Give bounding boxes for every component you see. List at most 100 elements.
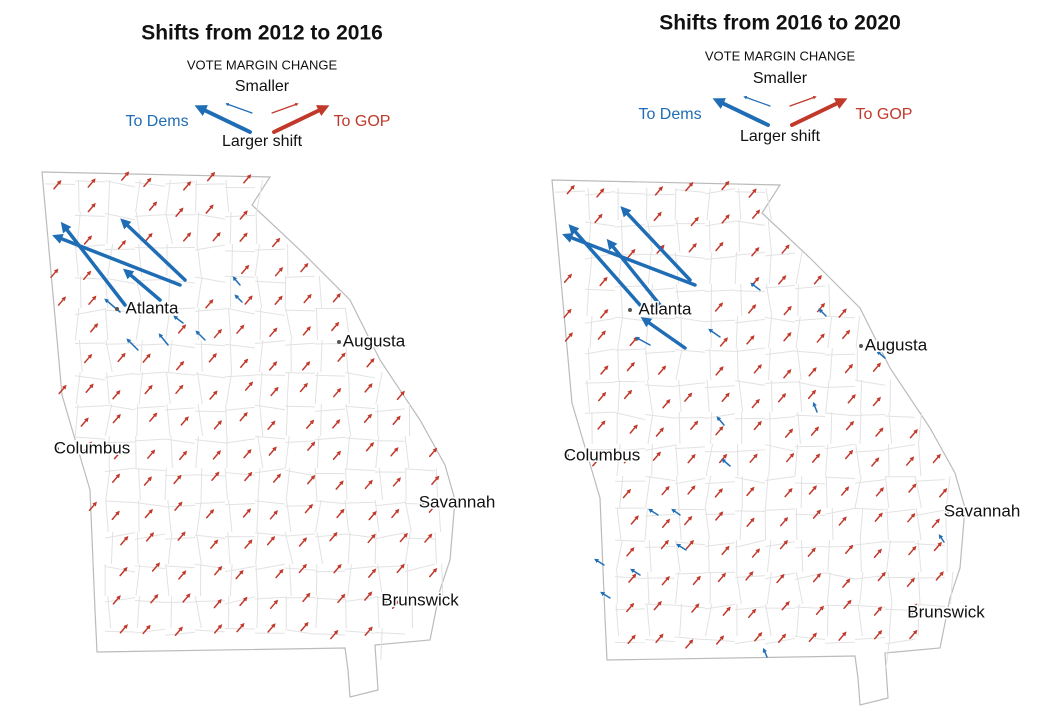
county-line xyxy=(620,219,624,253)
state-outline xyxy=(551,179,966,706)
county-line xyxy=(289,563,292,597)
county-line xyxy=(315,307,318,341)
county-line xyxy=(645,475,651,509)
red-arrow xyxy=(243,448,252,459)
red-arrow xyxy=(368,568,377,578)
county-line xyxy=(315,595,319,629)
blue-arrow xyxy=(234,294,243,303)
county-line xyxy=(404,499,412,533)
county-line xyxy=(914,603,946,608)
county-line xyxy=(854,507,886,511)
red-arrow xyxy=(626,361,635,372)
county-line xyxy=(831,507,834,541)
county-line xyxy=(166,403,171,437)
county-line xyxy=(617,379,621,413)
county-line xyxy=(170,595,173,629)
red-arrow xyxy=(173,474,182,485)
county-line xyxy=(615,539,623,573)
county-line xyxy=(224,467,228,501)
city-dot xyxy=(55,447,59,451)
county-line xyxy=(225,403,228,437)
county-line xyxy=(347,531,351,565)
red-arrow xyxy=(628,573,637,583)
county-line xyxy=(136,531,139,565)
county-line xyxy=(704,289,736,292)
red-arrow xyxy=(50,268,59,279)
county-line xyxy=(584,221,616,227)
red-arrow xyxy=(270,386,279,397)
red-arrow xyxy=(661,485,670,496)
county-line xyxy=(825,379,830,413)
county-line xyxy=(254,340,286,345)
county-line xyxy=(285,467,291,501)
red-arrow xyxy=(431,475,440,486)
red-arrow xyxy=(783,331,792,342)
county-line xyxy=(614,576,646,580)
county-line xyxy=(316,435,320,469)
red-arrow xyxy=(307,474,316,485)
county-line xyxy=(704,603,736,610)
red-arrow xyxy=(600,365,609,375)
county-line xyxy=(884,444,916,450)
county-line xyxy=(164,438,196,444)
red-arrow xyxy=(815,605,825,616)
county-line xyxy=(441,563,444,597)
red-arrow xyxy=(807,547,816,557)
county-line xyxy=(886,507,889,541)
city-dot xyxy=(628,308,632,312)
county-line xyxy=(764,381,796,384)
red-arrow xyxy=(83,353,93,364)
red-arrow xyxy=(909,629,918,640)
red-arrow xyxy=(908,545,917,556)
legend-gop: To GOP xyxy=(334,113,391,130)
red-arrow xyxy=(842,578,851,588)
red-arrow xyxy=(908,483,917,493)
red-arrow xyxy=(302,592,311,603)
county-line xyxy=(794,414,826,418)
county-line xyxy=(344,468,376,472)
county-line xyxy=(254,280,286,284)
county-line xyxy=(78,339,83,373)
red-arrow xyxy=(275,568,284,579)
county-line xyxy=(344,565,376,570)
county-line xyxy=(734,638,766,645)
red-arrow xyxy=(390,447,399,457)
city-label: Columbus xyxy=(564,445,641,464)
red-arrow xyxy=(784,487,793,498)
red-arrow xyxy=(333,387,342,398)
county-line xyxy=(195,531,202,565)
county-line xyxy=(705,443,714,477)
blue-arrow xyxy=(120,218,187,282)
county-line xyxy=(134,502,166,508)
county-line xyxy=(649,283,653,317)
county-line xyxy=(167,531,173,565)
county-line xyxy=(259,307,262,341)
county-line xyxy=(860,379,863,413)
county-line xyxy=(674,189,706,193)
blue-arrow xyxy=(122,268,162,302)
red-arrow xyxy=(594,213,603,224)
county-line xyxy=(674,604,706,609)
county-line xyxy=(104,441,136,444)
red-arrow xyxy=(206,171,216,182)
county-line xyxy=(647,571,650,605)
red-arrow xyxy=(746,335,755,345)
county-line xyxy=(254,500,286,505)
county-line xyxy=(825,443,829,477)
county-line xyxy=(736,347,739,381)
county-line xyxy=(614,412,646,421)
red-arrow xyxy=(811,453,821,463)
county-line xyxy=(647,411,654,445)
county-line xyxy=(134,405,166,409)
county-line xyxy=(165,371,171,405)
county-line xyxy=(320,403,322,437)
red-arrow xyxy=(364,479,373,490)
red-arrow xyxy=(785,452,795,463)
red-arrow xyxy=(563,308,572,319)
red-arrow xyxy=(300,262,309,273)
blue-arrow xyxy=(762,647,768,658)
county-line xyxy=(374,565,406,568)
red-arrow xyxy=(182,593,191,603)
county-line xyxy=(616,507,622,541)
county-line xyxy=(675,283,681,317)
